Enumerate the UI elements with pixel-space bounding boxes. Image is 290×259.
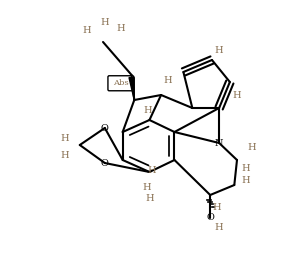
- Text: H: H: [242, 163, 250, 172]
- Text: O: O: [101, 124, 109, 133]
- Text: H: H: [145, 193, 154, 203]
- Text: H: H: [101, 18, 109, 26]
- Text: H: H: [163, 76, 172, 84]
- Text: O: O: [101, 159, 109, 168]
- Text: H: H: [60, 150, 69, 160]
- Text: H: H: [215, 46, 223, 54]
- FancyBboxPatch shape: [108, 76, 134, 91]
- Text: O: O: [206, 213, 214, 222]
- Text: H: H: [60, 133, 69, 142]
- Text: H: H: [233, 90, 241, 99]
- Text: H: H: [215, 224, 223, 233]
- Text: H: H: [248, 143, 256, 153]
- Text: Abs: Abs: [113, 79, 129, 87]
- Text: H: H: [117, 24, 125, 32]
- Text: H: H: [242, 176, 250, 184]
- Polygon shape: [129, 78, 134, 100]
- Text: H: H: [142, 183, 151, 192]
- Text: H: H: [148, 166, 157, 175]
- Text: N: N: [215, 139, 223, 147]
- Text: H: H: [212, 204, 221, 212]
- Text: H: H: [83, 25, 91, 34]
- Text: H: H: [143, 105, 152, 114]
